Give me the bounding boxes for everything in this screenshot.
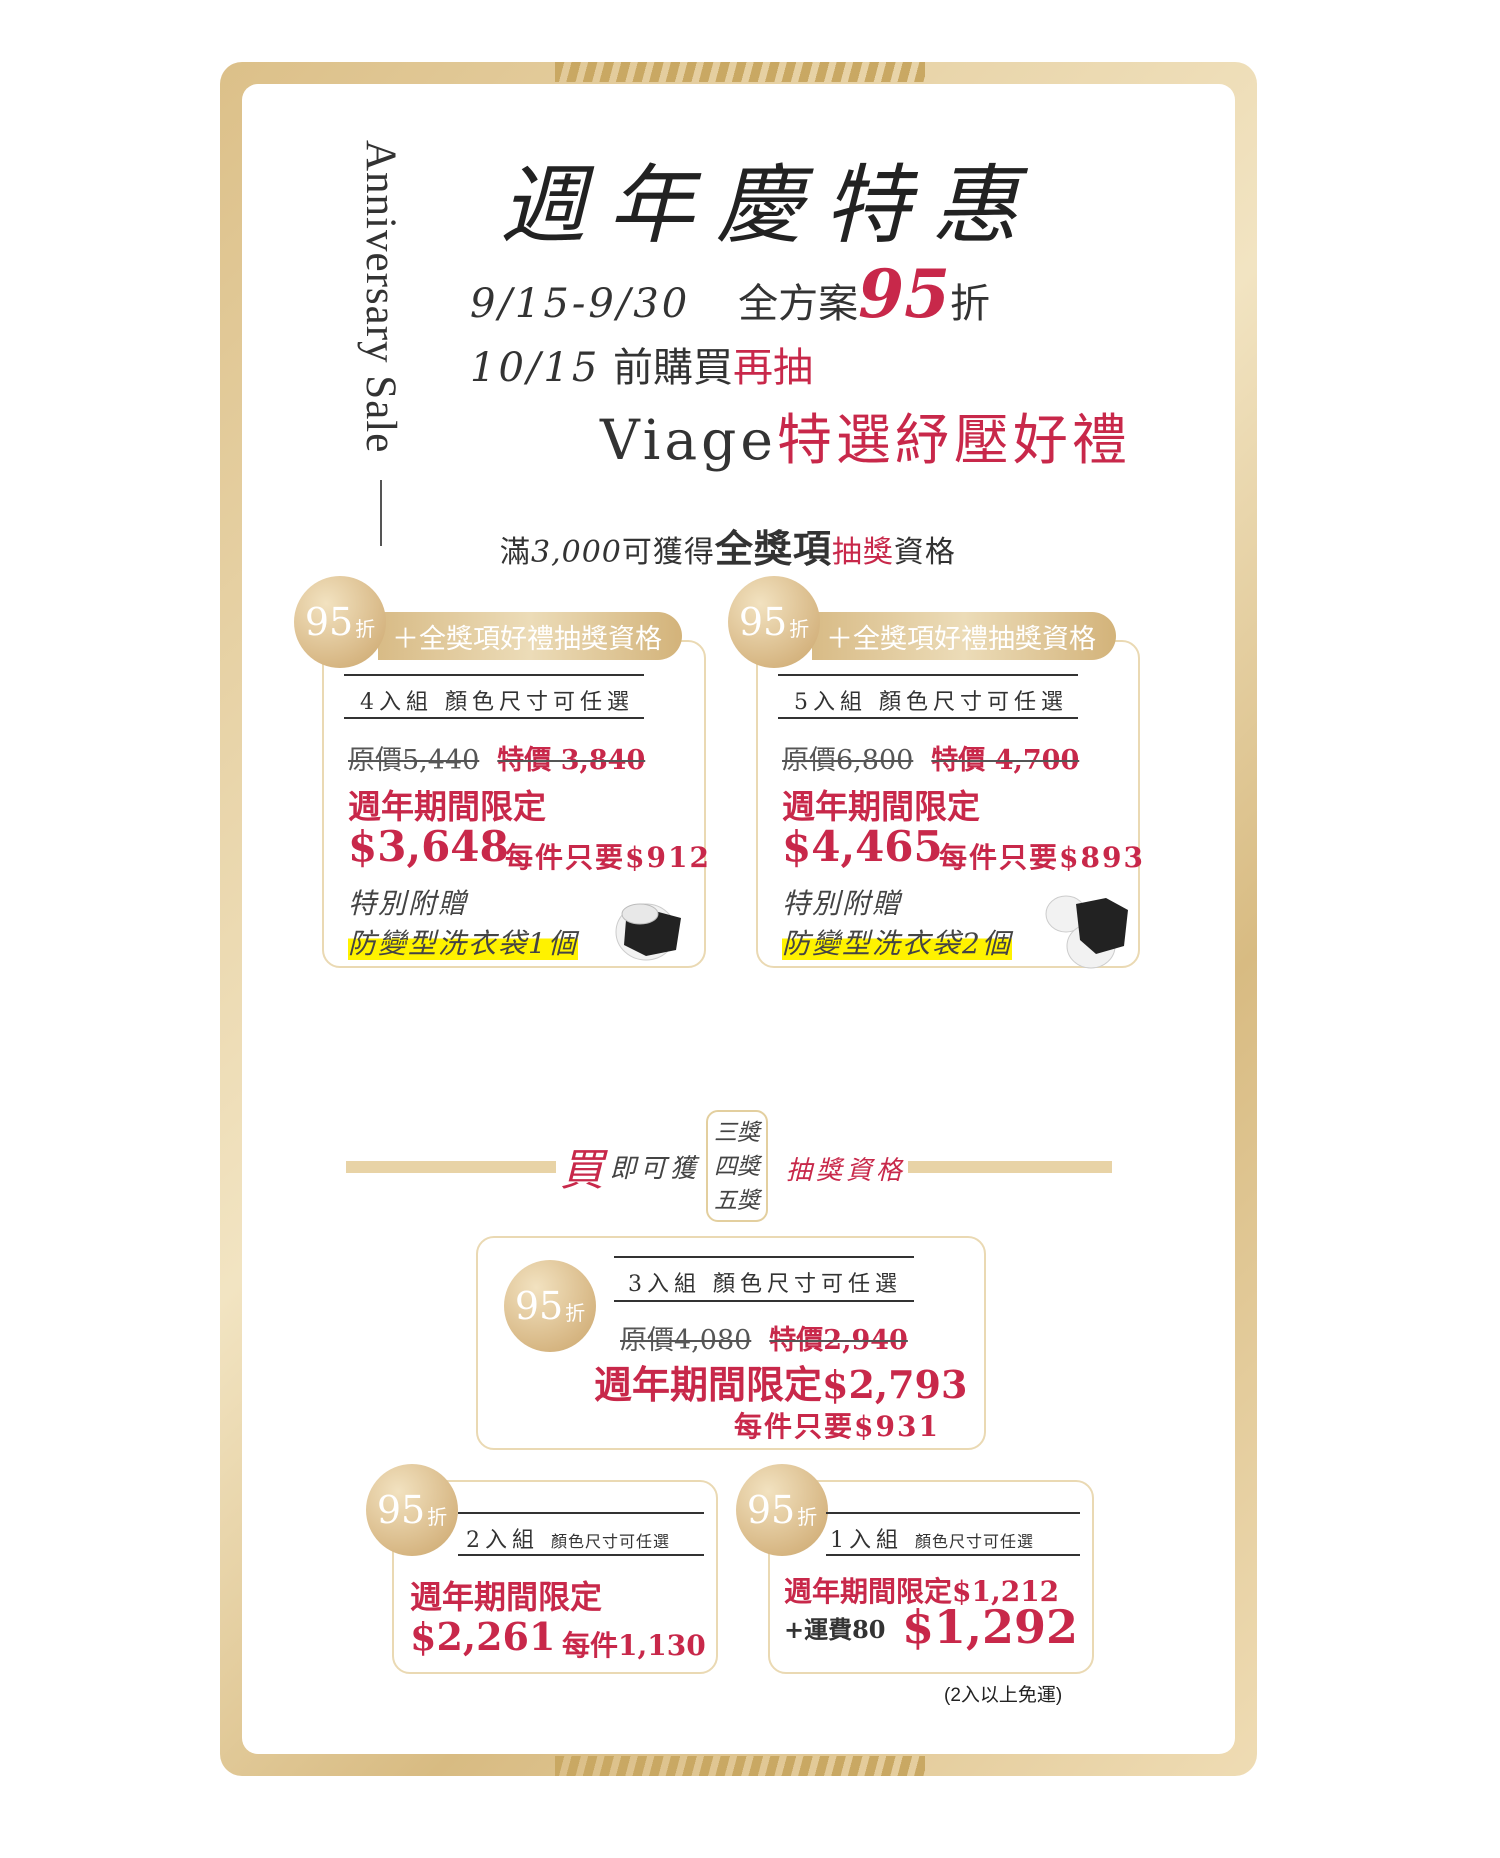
qualify-red: 抽獎 xyxy=(831,535,894,570)
total-price: $1,292 xyxy=(902,1600,1079,1654)
pack-name: 5入組 顏色尺寸可任選 xyxy=(794,690,1068,715)
pack-option: 顏色尺寸可任選 xyxy=(915,1532,1035,1551)
qualify-bold: 全獎項 xyxy=(714,526,832,571)
discount-badge: 95 折 xyxy=(736,1464,828,1556)
period-label: 週年期間限定 xyxy=(782,787,980,826)
divider xyxy=(826,1554,1080,1556)
original-price: 原價6,800 特價 4,700 xyxy=(782,745,1080,776)
period-label: 週年期間限定 xyxy=(410,1578,603,1616)
qualify-amount: 3,000 xyxy=(531,535,622,570)
laundry-bag-image xyxy=(615,903,681,961)
page-title: 週年慶特惠 xyxy=(500,156,1040,256)
lottery-pill: ＋全獎項好禮抽獎資格 xyxy=(378,612,682,660)
divider xyxy=(778,717,1078,719)
prize-4: 四獎 xyxy=(714,1154,760,1180)
per-item-price: 每件只要$893 xyxy=(939,841,1145,874)
laundry-bag-image xyxy=(1045,895,1128,969)
qualify-text: 可獲得 xyxy=(621,535,715,570)
badge-unit: 折 xyxy=(565,1300,586,1325)
divider xyxy=(778,674,1078,676)
badge-unit: 折 xyxy=(355,616,376,641)
badge-number: 95 xyxy=(738,600,788,644)
badge-unit: 折 xyxy=(797,1504,818,1529)
badge-number: 95 xyxy=(304,600,354,644)
pack-name: 4入組 顏色尺寸可任選 xyxy=(360,690,634,715)
badge-number: 95 xyxy=(376,1488,426,1532)
discount-badge: 95 折 xyxy=(728,576,820,668)
divider xyxy=(614,1256,914,1258)
discount-number: 95 xyxy=(858,255,951,333)
discount-line: 9/15-9/30 全方案95折 xyxy=(470,255,990,333)
per-item-price: 每件只要$931 xyxy=(734,1410,940,1443)
draw-red: 再抽 xyxy=(733,345,813,391)
left-band xyxy=(346,1161,556,1173)
special-price: 特價 4,700 xyxy=(931,745,1080,776)
discount-badge: 95 折 xyxy=(504,1260,596,1352)
lottery-pill: ＋全獎項好禮抽獎資格 xyxy=(812,612,1116,660)
prize-3: 三獎 xyxy=(714,1120,760,1146)
prize-5: 五獎 xyxy=(714,1188,760,1214)
draw-date: 10/15 xyxy=(470,345,601,391)
badge-unit: 折 xyxy=(789,616,810,641)
divider xyxy=(458,1554,704,1556)
qualify-suffix: 資格 xyxy=(893,535,956,570)
divider xyxy=(614,1300,914,1302)
divider xyxy=(458,1512,704,1514)
qualify-line: 滿3,000可獲得全獎項抽獎資格 xyxy=(500,518,956,573)
free-shipping-note: (2入以上免運) xyxy=(944,1685,1063,1706)
pack-name: 2入組 顏色尺寸可任選 xyxy=(466,1528,671,1553)
anniversary-price: $3,648 xyxy=(348,822,509,871)
anniversary-price: $2,261 xyxy=(410,1614,556,1659)
anniversary-price: 週年期間限定$2,793 xyxy=(594,1362,968,1407)
vertical-rule xyxy=(380,480,382,546)
pack-name: 3入組 顏色尺寸可任選 xyxy=(628,1272,902,1297)
vertical-title: Anniversary Sale xyxy=(357,140,404,454)
special-price: 特價2,940 xyxy=(769,1325,908,1356)
divider xyxy=(826,1512,1080,1514)
original-price: 原價5,440 特價 3,840 xyxy=(348,745,646,776)
discount-badge: 95 折 xyxy=(294,576,386,668)
per-item-price: 每件1,130 xyxy=(562,1629,706,1662)
original-price: 原價4,080 特價2,940 xyxy=(620,1325,908,1356)
shipping-fee: +運費80 xyxy=(784,1615,886,1644)
divider xyxy=(344,674,644,676)
badge-number: 95 xyxy=(514,1284,564,1328)
buy-label: 買 xyxy=(560,1145,604,1196)
pack-name: 1入組 顏色尺寸可任選 xyxy=(830,1528,1035,1553)
top-stripe-decoration xyxy=(555,62,925,82)
discount-prefix: 全方案 xyxy=(738,281,859,327)
right-band xyxy=(908,1161,1112,1173)
anniversary-price: $4,465 xyxy=(782,822,943,871)
gift-line: Viage特選紓壓好禮 xyxy=(600,395,1131,475)
badge-unit: 折 xyxy=(427,1504,448,1529)
gift-item: 防變型洗衣袋1個 xyxy=(348,927,578,960)
per-item-price: 每件只要$912 xyxy=(505,841,711,874)
discount-suffix: 折 xyxy=(950,281,991,327)
prize-box: 三獎 四獎 五獎 xyxy=(706,1110,768,1222)
obtain-text: 即可獲 xyxy=(610,1154,701,1184)
period-label: 週年期間限定 xyxy=(348,787,546,826)
gift-red: 特選紓壓好禮 xyxy=(776,408,1131,472)
special-price: 特價 3,840 xyxy=(497,745,646,776)
draw-text: 前購買 xyxy=(600,345,733,391)
discount-badge: 95 折 xyxy=(366,1464,458,1556)
gift-label: 特別附贈 xyxy=(782,887,903,920)
gift-brand: Viage xyxy=(600,408,777,472)
bottom-stripe-decoration xyxy=(555,1756,925,1776)
draw-line: 10/15 前購買再抽 xyxy=(470,335,813,393)
anniversary-price: 週年期間限定$1,212 xyxy=(784,1575,1060,1608)
gift-item: 防變型洗衣袋2個 xyxy=(782,927,1012,960)
divider xyxy=(344,717,644,719)
date-range: 9/15-9/30 xyxy=(470,281,691,327)
qualify-prefix: 滿 xyxy=(500,535,531,570)
pack-option: 顏色尺寸可任選 xyxy=(551,1532,671,1551)
gift-label: 特別附贈 xyxy=(348,887,469,920)
draw-qualify: 抽獎資格 xyxy=(786,1156,907,1186)
badge-number: 95 xyxy=(746,1488,796,1532)
